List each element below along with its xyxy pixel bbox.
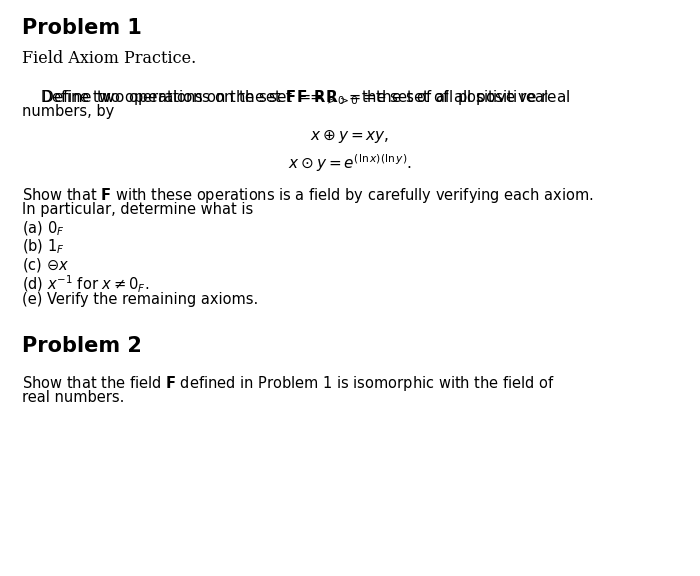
Text: (e) Verify the remaining axioms.: (e) Verify the remaining axioms.	[22, 292, 258, 307]
Text: Show that the field $\mathbf{F}$ defined in Problem 1 is isomorphic with the fie: Show that the field $\mathbf{F}$ defined…	[22, 374, 555, 393]
Text: $x \odot y = e^{(\ln x)(\ln y)}.$: $x \odot y = e^{(\ln x)(\ln y)}.$	[288, 152, 412, 174]
Text: Define two operations on the set $\mathbf{F} = \mathbf{R}_{>0}$ =the set of all : Define two operations on the set $\mathb…	[22, 88, 570, 107]
Text: $x \oplus y = xy,$: $x \oplus y = xy,$	[310, 128, 390, 145]
Text: real numbers.: real numbers.	[22, 390, 125, 405]
Text: Problem 2: Problem 2	[22, 336, 142, 356]
Text: Show that $\mathbf{F}$ with these operations is a field by carefully verifying e: Show that $\mathbf{F}$ with these operat…	[22, 186, 594, 205]
Text: Define two operations on the set $\mathbf{F} = \mathbf{R}_{>0}$ =the set of all : Define two operations on the set $\mathb…	[22, 88, 548, 107]
Text: (d) $x^{-1}$ for $x \neq 0_F$.: (d) $x^{-1}$ for $x \neq 0_F$.	[22, 274, 149, 295]
Text: numbers, by: numbers, by	[22, 104, 114, 119]
Text: (b) $1_F$: (b) $1_F$	[22, 238, 65, 256]
Text: (c) $\ominus x$: (c) $\ominus x$	[22, 256, 69, 274]
Text: (a) $0_F$: (a) $0_F$	[22, 220, 64, 238]
Text: Problem 1: Problem 1	[22, 18, 142, 38]
Text: Field Axiom Practice.: Field Axiom Practice.	[22, 50, 196, 67]
Text: In particular, determine what is: In particular, determine what is	[22, 202, 253, 217]
